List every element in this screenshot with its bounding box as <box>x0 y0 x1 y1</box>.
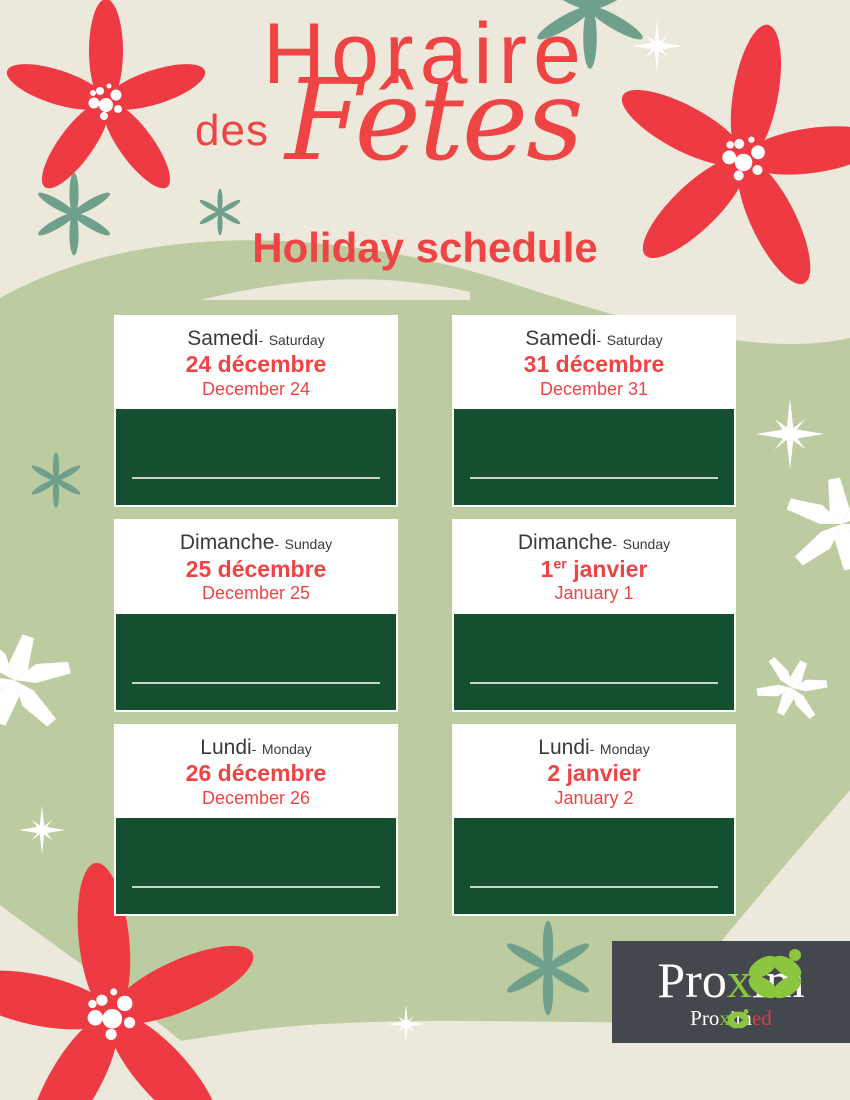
sublogo-text-ed: ed <box>752 1006 772 1030</box>
day-name-en: Saturday <box>606 332 663 348</box>
schedule-card-jan1[interactable]: Dimanche- Sunday 1er janvier January 1 <box>452 519 736 712</box>
day-name-line: Samedi- Saturday <box>124 327 388 350</box>
card-header: Samedi- Saturday 31 décembre December 31 <box>454 317 734 409</box>
day-name-en: Saturday <box>268 332 325 348</box>
day-name-en: Sunday <box>284 536 333 553</box>
date-fr-ordinal-suffix: er <box>553 555 567 572</box>
schedule-row: Dimanche- Sunday 25 décembre December 25… <box>114 519 736 712</box>
schedule-row: Lundi- Monday 26 décembre December 26 Lu… <box>114 723 736 917</box>
date-fr: 24 décembre <box>185 351 327 378</box>
day-name-line: Lundi- Monday <box>124 735 388 759</box>
logo-text-pro: Pro <box>657 952 727 1008</box>
cream-wedge-top <box>200 279 470 300</box>
day-separator: - <box>274 536 280 553</box>
title-holiday-schedule-en: Holiday schedule <box>252 223 598 271</box>
butterfly-leaf-icon <box>748 949 802 999</box>
schedule-cards-grid: Samedi- Saturday 24 décembre December 24… <box>114 315 736 928</box>
day-separator: - <box>258 332 264 348</box>
date-en: December 25 <box>201 583 311 604</box>
hours-write-line <box>470 477 718 480</box>
day-name-fr: Dimanche <box>179 531 275 555</box>
date-fr: 1er janvier <box>462 555 726 584</box>
day-name-fr: Samedi <box>525 327 597 350</box>
hours-entry-area[interactable] <box>454 409 734 506</box>
date-en: December 26 <box>201 787 311 808</box>
hours-write-line <box>132 477 380 480</box>
day-name-line: Lundi- Monday <box>462 735 726 759</box>
date-fr: 26 décembre <box>185 760 327 787</box>
schedule-card-dec25[interactable]: Dimanche- Sunday 25 décembre December 25 <box>114 519 398 712</box>
card-header: Lundi- Monday 2 janvier January 2 <box>454 725 734 818</box>
sublogo-text-pro: Pro <box>690 1006 720 1030</box>
schedule-card-dec31[interactable]: Samedi- Saturday 31 décembre December 31 <box>452 315 736 508</box>
day-name-line: Dimanche- Sunday <box>462 532 726 554</box>
day-name-en: Monday <box>599 740 650 757</box>
day-separator: - <box>596 332 602 348</box>
hours-entry-area[interactable] <box>116 613 396 710</box>
day-name-line: Dimanche- Sunday <box>124 532 388 554</box>
schedule-card-jan2[interactable]: Lundi- Monday 2 janvier January 2 <box>452 723 736 917</box>
hours-entry-area[interactable] <box>454 613 734 710</box>
date-fr: 25 décembre <box>185 555 327 582</box>
date-fr: 31 décembre <box>523 351 665 378</box>
hours-write-line <box>132 681 380 684</box>
date-en: December 31 <box>539 378 649 399</box>
hours-entry-area[interactable] <box>116 409 396 506</box>
proxim-logo[interactable]: Proxim Proximed <box>612 941 850 1043</box>
title-fetes-script: Fêtes <box>285 55 584 186</box>
card-header: Lundi- Monday 26 décembre December 26 <box>116 725 396 818</box>
day-name-fr: Dimanche <box>517 531 613 555</box>
schedule-row: Samedi- Saturday 24 décembre December 24… <box>114 315 736 508</box>
day-name-en: Sunday <box>622 536 671 553</box>
date-en: January 1 <box>554 583 634 604</box>
title-middle-row: des Fêtes <box>0 56 850 220</box>
card-header: Dimanche- Sunday 25 décembre December 25 <box>116 521 396 613</box>
day-name-fr: Lundi <box>538 735 590 759</box>
logo-text-x: x <box>726 952 752 1008</box>
day-separator: - <box>251 740 257 757</box>
date-fr: 2 janvier <box>547 760 641 787</box>
card-header: Dimanche- Sunday 1er janvier January 1 <box>454 521 734 613</box>
date-fr-month: janvier <box>566 555 648 582</box>
proxim-wordmark: Proxim <box>612 941 850 1005</box>
day-name-line: Samedi- Saturday <box>462 327 726 350</box>
butterfly-leaf-small-icon <box>727 1009 749 1029</box>
title-horaire: Horaire <box>263 6 587 102</box>
card-header: Samedi- Saturday 24 décembre December 24 <box>116 317 396 409</box>
day-separator: - <box>612 536 618 553</box>
title-des: des <box>195 105 269 155</box>
schedule-card-dec24[interactable]: Samedi- Saturday 24 décembre December 24 <box>114 315 398 508</box>
date-en: December 24 <box>201 378 311 399</box>
day-separator: - <box>589 740 595 757</box>
date-en: January 2 <box>554 787 634 808</box>
hours-write-line <box>470 886 718 889</box>
poster-title-block: Horaire des Fêtes Holiday schedule <box>0 6 850 272</box>
day-name-en: Monday <box>261 740 312 757</box>
hours-write-line <box>470 681 718 684</box>
hours-entry-area[interactable] <box>116 818 396 915</box>
day-name-fr: Samedi <box>187 327 259 350</box>
date-fr-number: 1 <box>540 555 554 582</box>
sublogo-text-x: x <box>719 1006 730 1030</box>
day-name-fr: Lundi <box>200 735 252 759</box>
schedule-card-dec26[interactable]: Lundi- Monday 26 décembre December 26 <box>114 723 398 917</box>
proximed-wordmark: Proximed <box>612 1008 850 1029</box>
hours-write-line <box>132 886 380 889</box>
hours-entry-area[interactable] <box>454 818 734 915</box>
